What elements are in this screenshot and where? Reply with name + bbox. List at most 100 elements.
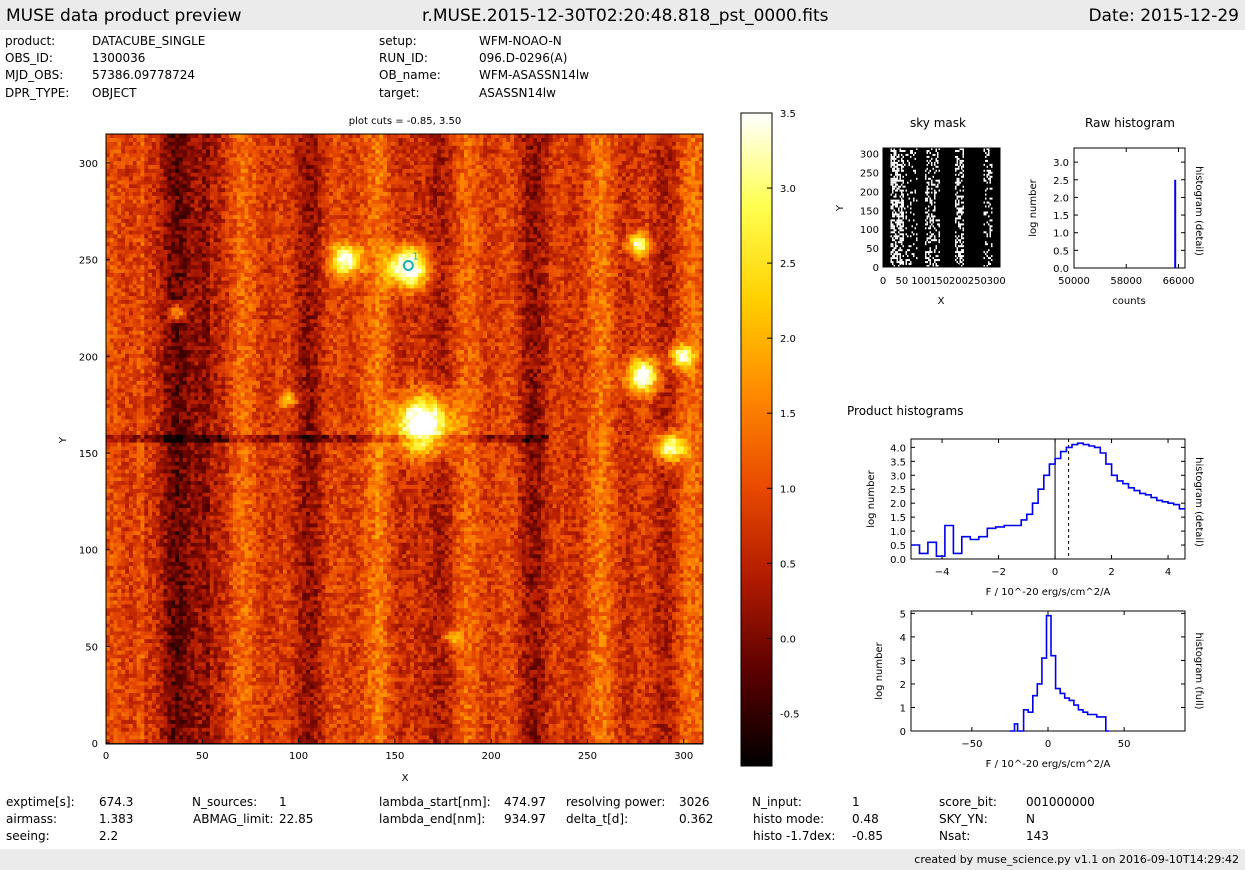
image-pixel <box>506 735 510 739</box>
image-pixel <box>379 704 383 708</box>
image-pixel <box>214 673 218 677</box>
image-pixel <box>545 704 549 708</box>
image-pixel <box>449 658 453 662</box>
image-pixel <box>653 693 657 697</box>
image-pixel <box>214 689 218 693</box>
image-pixel <box>114 700 118 704</box>
image-pixel <box>225 623 229 627</box>
image-pixel <box>549 693 553 697</box>
image-pixel <box>595 646 599 650</box>
image-pixel <box>506 677 510 681</box>
image-pixel <box>395 631 399 635</box>
image-pixel <box>164 623 168 627</box>
image-pixel <box>179 673 183 677</box>
image-pixel <box>283 639 287 643</box>
image-pixel <box>391 635 395 639</box>
image-pixel <box>167 627 171 631</box>
image-pixel <box>433 658 437 662</box>
image-pixel <box>364 627 368 631</box>
image-pixel <box>630 650 634 654</box>
image-pixel <box>568 681 572 685</box>
image-pixel <box>314 724 318 728</box>
image-pixel <box>391 700 395 704</box>
image-pixel <box>634 627 638 631</box>
image-pixel <box>491 735 495 739</box>
image-pixel <box>553 631 557 635</box>
image-pixel <box>449 697 453 701</box>
image-pixel <box>660 735 664 739</box>
image-pixel <box>630 646 634 650</box>
image-pixel <box>391 670 395 674</box>
image-pixel <box>175 731 179 735</box>
image-pixel <box>264 635 268 639</box>
image-pixel <box>476 700 480 704</box>
image-pixel <box>129 670 133 674</box>
image-pixel <box>245 727 249 731</box>
image-pixel <box>503 716 507 720</box>
image-pixel <box>614 700 618 704</box>
image-pixel <box>449 700 453 704</box>
image-pixel <box>668 677 672 681</box>
image-pixel <box>433 662 437 666</box>
image-pixel <box>291 727 295 731</box>
image-pixel <box>556 677 560 681</box>
image-pixel <box>691 708 695 712</box>
image-pixel <box>587 635 591 639</box>
image-pixel <box>141 677 145 681</box>
image-pixel <box>414 716 418 720</box>
image-pixel <box>445 623 449 627</box>
image-pixel <box>298 666 302 670</box>
image-pixel <box>160 677 164 681</box>
image-pixel <box>587 627 591 631</box>
image-pixel <box>322 670 326 674</box>
image-pixel <box>426 739 430 743</box>
image-pixel <box>664 662 668 666</box>
image-pixel <box>314 697 318 701</box>
image-pixel <box>268 708 272 712</box>
image-pixel <box>252 720 256 724</box>
image-pixel <box>391 646 395 650</box>
image-pixel <box>171 666 175 670</box>
image-pixel <box>314 631 318 635</box>
image-pixel <box>229 627 233 631</box>
image-pixel <box>664 735 668 739</box>
image-pixel <box>553 650 557 654</box>
image-pixel <box>580 697 584 701</box>
image-pixel <box>599 670 603 674</box>
image-pixel <box>441 700 445 704</box>
image-pixel <box>322 662 326 666</box>
image-pixel <box>287 716 291 720</box>
image-pixel <box>110 643 114 647</box>
image-pixel <box>233 666 237 670</box>
image-pixel <box>568 693 572 697</box>
image-pixel <box>641 681 645 685</box>
image-pixel <box>583 677 587 681</box>
image-pixel <box>383 658 387 662</box>
image-pixel <box>610 712 614 716</box>
image-pixel <box>237 716 241 720</box>
image-pixel <box>522 639 526 643</box>
image-pixel <box>533 693 537 697</box>
image-pixel <box>545 739 549 743</box>
image-pixel <box>341 670 345 674</box>
image-pixel <box>349 623 353 627</box>
image-pixel <box>241 731 245 735</box>
image-pixel <box>664 693 668 697</box>
image-pixel <box>329 700 333 704</box>
image-pixel <box>352 677 356 681</box>
image-pixel <box>553 666 557 670</box>
image-pixel <box>349 620 353 624</box>
image-pixel <box>352 716 356 720</box>
image-pixel <box>133 708 137 712</box>
image-pixel <box>171 635 175 639</box>
image-pixel <box>410 627 414 631</box>
image-title: plot cuts = -0.85, 3.50 <box>349 116 462 127</box>
image-pixel <box>452 693 456 697</box>
image-pixel <box>391 681 395 685</box>
image-pixel <box>291 677 295 681</box>
image-pixel <box>144 658 148 662</box>
image-pixel <box>560 635 564 639</box>
image-pixel <box>549 623 553 627</box>
image-pixel <box>653 666 657 670</box>
image-pixel <box>152 673 156 677</box>
